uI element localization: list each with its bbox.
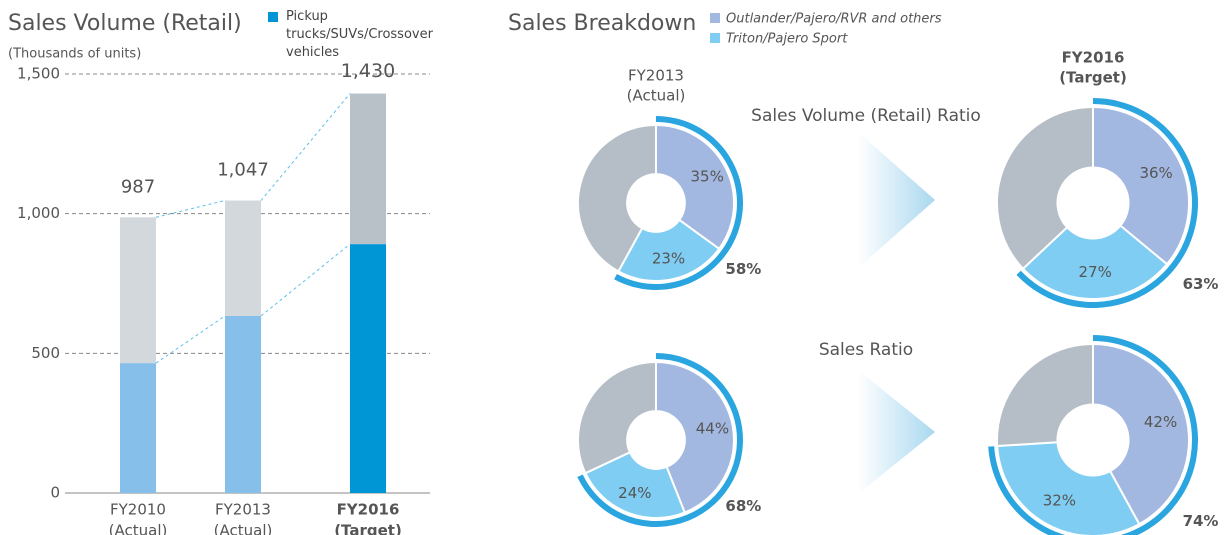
y-tick-label: 1,000 — [17, 204, 60, 222]
donut-slice — [584, 450, 687, 519]
x-tick-label: (Actual) — [109, 522, 168, 535]
y-tick-label: 1,500 — [17, 65, 60, 83]
column-label: FY2016 — [1062, 49, 1125, 67]
bar-title: Sales Volume (Retail) — [8, 11, 242, 36]
slice-label: 32% — [1043, 492, 1076, 510]
donut-slice — [1021, 224, 1169, 300]
row-label: Sales Ratio — [819, 340, 913, 360]
x-tick-label: FY2016 — [337, 501, 400, 519]
arrow — [858, 132, 935, 268]
legend: Pickup trucks/SUVs/Crossover vehicles — [268, 8, 456, 62]
slice-label: 35% — [690, 167, 723, 185]
donut-rest — [996, 342, 1095, 448]
donut-slice — [655, 123, 735, 251]
x-tick-label: FY2010 — [110, 501, 166, 519]
legend-label: Pickup trucks/SUVs/Crossover vehicles — [286, 9, 433, 60]
slice-label: 36% — [1139, 164, 1172, 182]
total-label: 68% — [725, 497, 761, 515]
row-label: Sales Volume (Retail) Ratio — [751, 106, 981, 126]
slice-label: 42% — [1144, 413, 1177, 431]
donut-slice — [996, 441, 1141, 535]
connector — [260, 243, 351, 317]
bar-segment — [225, 200, 261, 316]
connector — [155, 315, 226, 364]
column-label: (Target) — [1059, 69, 1127, 87]
total-label: 58% — [725, 260, 761, 278]
slice-label: 23% — [652, 250, 685, 268]
donut-slice — [1092, 342, 1190, 526]
total-label: 1,430 — [341, 60, 395, 82]
bar-segment — [120, 217, 156, 364]
legend-label: Outlander/Pajero/RVR and others — [726, 12, 942, 27]
legend-swatch — [710, 33, 720, 43]
donut-slice — [617, 218, 721, 282]
x-tick-label: (Actual) — [214, 522, 273, 535]
bar-segment — [350, 93, 386, 245]
x-tick-label: (Target) — [334, 522, 402, 535]
y-label: (Thousands of units) — [8, 47, 141, 62]
total-label: 1,047 — [217, 160, 269, 181]
donut-rest — [996, 105, 1095, 271]
y-tick-label: 500 — [31, 344, 60, 362]
total-label: 63% — [1183, 275, 1219, 293]
y-tick-label: 0 — [50, 484, 60, 502]
legend-swatch — [710, 13, 720, 23]
donut-title: Sales Breakdown — [508, 11, 696, 36]
bar-segment — [225, 315, 261, 493]
legend-swatch — [268, 12, 278, 22]
donut-rest — [577, 360, 657, 475]
bar-segment — [350, 244, 386, 493]
slice-label: 27% — [1079, 263, 1112, 281]
connector — [155, 200, 226, 218]
bar-segment — [120, 363, 156, 493]
donut-slice — [655, 360, 735, 514]
column-label: (Actual) — [627, 87, 686, 105]
total-ring — [1016, 98, 1198, 308]
total-label: 74% — [1183, 512, 1219, 530]
connector — [260, 93, 351, 201]
column-label: FY2013 — [628, 67, 684, 85]
donut-rest — [577, 123, 657, 273]
donut-slice — [1092, 105, 1190, 266]
slice-label: 24% — [618, 484, 651, 502]
slice-label: 44% — [696, 420, 729, 438]
x-tick-label: FY2013 — [215, 501, 271, 519]
legend-label: Triton/Pajero Sport — [726, 32, 848, 47]
arrow — [858, 370, 935, 494]
total-label: 987 — [121, 176, 155, 197]
